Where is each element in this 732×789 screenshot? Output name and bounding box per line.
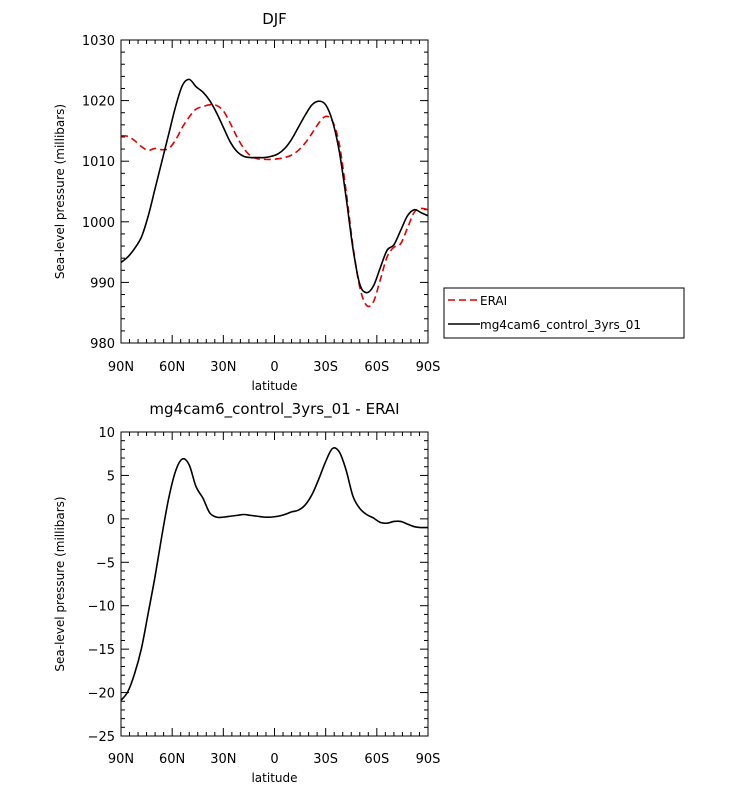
series-line-1	[121, 447, 428, 701]
x-tick-label: 60N	[159, 360, 185, 375]
x-tick-label: 0	[270, 360, 278, 375]
panel-2	[120, 431, 429, 737]
y-tick-label: 1020	[82, 95, 115, 110]
y-tick-label: −20	[88, 687, 115, 702]
x-tick-label: 0	[270, 752, 278, 767]
x-tick-label: 30N	[210, 752, 236, 767]
x-axis-label: latitude	[251, 379, 297, 393]
y-tick-label: 10	[98, 426, 115, 441]
chart-title: DJF	[262, 10, 287, 28]
x-tick-label: 60N	[159, 752, 185, 767]
y-tick-label: 0	[107, 513, 115, 528]
x-axis-label: latitude	[251, 771, 297, 785]
y-tick-label: −10	[88, 600, 115, 615]
y-axis-label: Sea-level pressure (millibars)	[53, 496, 67, 671]
legend-box	[443, 287, 685, 339]
y-tick-label: −15	[88, 643, 115, 658]
y-tick-label: 1030	[82, 34, 115, 49]
x-tick-label: 30S	[313, 360, 338, 375]
x-tick-label: 90N	[108, 752, 134, 767]
y-tick-label: −5	[96, 556, 115, 571]
plot-frame	[120, 39, 429, 344]
x-tick-label: 90N	[108, 360, 134, 375]
x-tick-label: 90S	[416, 360, 441, 375]
y-tick-label: 1010	[82, 155, 115, 170]
plot-frame	[120, 431, 429, 737]
chart-title: mg4cam6_control_3yrs_01 - ERAI	[149, 400, 399, 419]
y-tick-label: −25	[88, 730, 115, 745]
y-axis-label: Sea-level pressure (millibars)	[53, 104, 67, 279]
legend-entry: ERAI	[480, 294, 507, 308]
y-tick-label: 990	[90, 276, 115, 291]
x-tick-label: 30S	[313, 752, 338, 767]
x-tick-label: 60S	[364, 752, 389, 767]
y-tick-label: 1000	[82, 216, 115, 231]
y-tick-label: 5	[107, 469, 115, 484]
series-line-erai	[121, 103, 428, 308]
x-tick-label: 90S	[416, 752, 441, 767]
series-line-mg4cam6-control-3yrs-01	[121, 78, 428, 294]
x-tick-label: 60S	[364, 360, 389, 375]
x-tick-label: 30N	[210, 360, 236, 375]
panel-1	[120, 39, 685, 344]
y-tick-label: 980	[90, 337, 115, 352]
legend-entry: mg4cam6_control_3yrs_01	[480, 318, 641, 332]
